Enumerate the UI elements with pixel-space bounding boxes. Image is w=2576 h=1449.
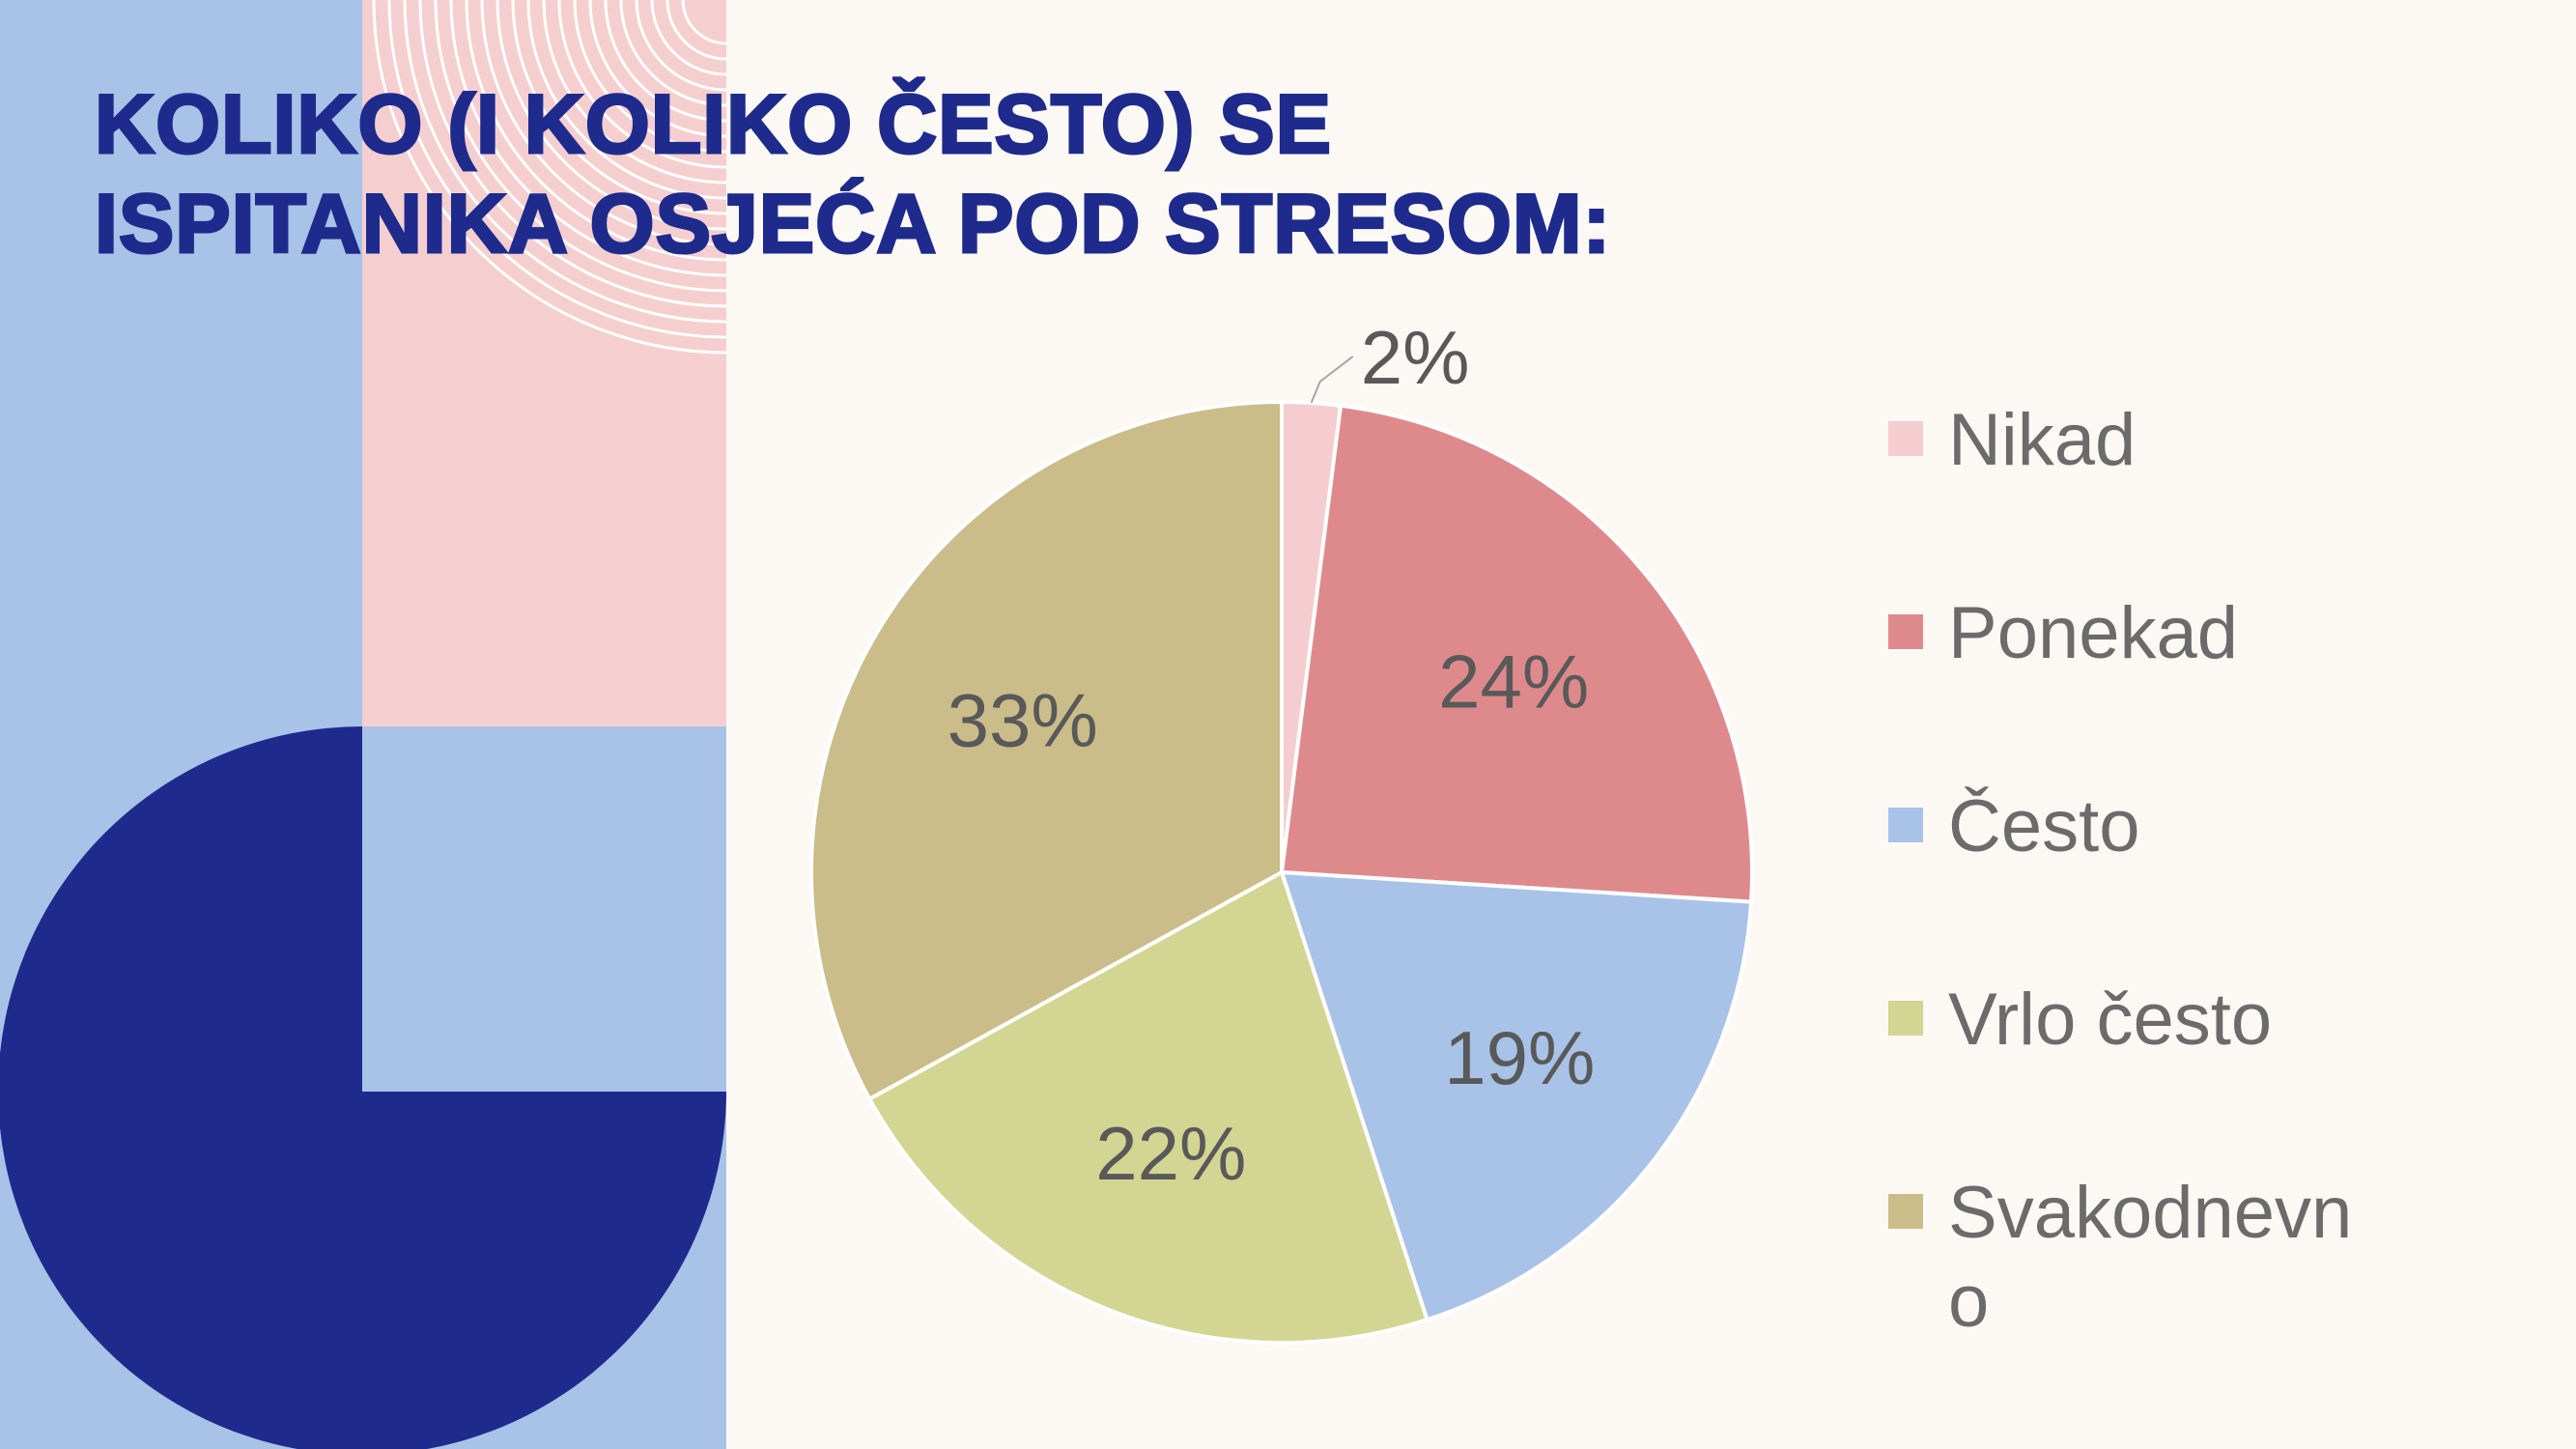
pie-slice bbox=[1279, 403, 1754, 904]
legend-swatch bbox=[1888, 421, 1923, 456]
legend-label: Nikad bbox=[1948, 399, 2137, 481]
chart-legend: Nikad Ponekad Često Vrlo često Svakodnevno bbox=[1888, 396, 2429, 1362]
legend-swatch bbox=[1888, 808, 1923, 842]
deco-quarter-square bbox=[362, 726, 726, 1092]
legend-item: Često bbox=[1888, 782, 2429, 976]
pie-data-label: 22% bbox=[1095, 1111, 1246, 1196]
legend-item: Vrlo često bbox=[1888, 976, 2429, 1169]
pie-slice bbox=[1279, 869, 1754, 1322]
legend-label: Vrlo često bbox=[1948, 979, 2273, 1061]
legend-item: Nikad bbox=[1888, 396, 2429, 589]
pie-slice bbox=[866, 869, 1430, 1345]
pie-leader-line bbox=[1310, 355, 1354, 404]
legend-label: Ponekad bbox=[1948, 592, 2239, 674]
pie-slice bbox=[809, 399, 1284, 1102]
legend-item: Svakodnevno bbox=[1888, 1169, 2429, 1362]
legend-label: Često bbox=[1948, 785, 2140, 867]
deco-navy-circle bbox=[0, 726, 726, 1449]
legend-swatch bbox=[1888, 614, 1923, 649]
page-title: KOLIKO (I KOLIKO ČESTO) SE ISPITANIKA OS… bbox=[94, 76, 1612, 271]
legend-swatch bbox=[1888, 1194, 1923, 1229]
legend-swatch bbox=[1888, 1001, 1923, 1036]
pie-data-label: 2% bbox=[1361, 315, 1470, 400]
pie-data-label: 19% bbox=[1444, 1015, 1595, 1100]
legend-item: Ponekad bbox=[1888, 589, 2429, 782]
pie-data-label: 33% bbox=[948, 677, 1098, 762]
pie-data-label: 24% bbox=[1438, 639, 1589, 724]
legend-label: Svakodnevno bbox=[1948, 1172, 2353, 1343]
